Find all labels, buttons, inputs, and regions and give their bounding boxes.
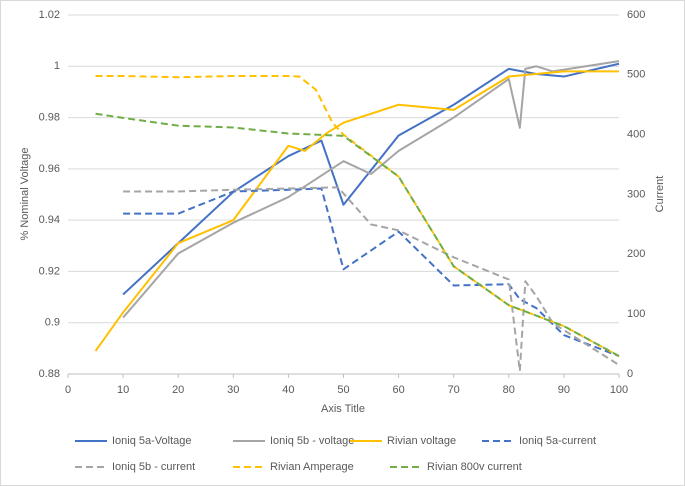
y2-axis-title: Current (654, 176, 666, 213)
legend-label: Rivian voltage (387, 435, 456, 447)
series-line (94, 70, 619, 352)
series-line (123, 186, 620, 373)
x-axis-title: Axis Title (321, 403, 365, 415)
x-tick-label: 10 (117, 384, 129, 396)
y-tick-label: 0.88 (39, 368, 60, 380)
x-tick-label: 40 (282, 384, 294, 396)
y-axis-title: % Nominal Voltage (19, 148, 31, 241)
x-tick-label: 0 (65, 384, 71, 396)
x-tick-label: 20 (172, 384, 184, 396)
y-tick-label: 0.9 (45, 317, 60, 329)
series-line (122, 60, 620, 319)
x-tick-label: 50 (337, 384, 349, 396)
legend-label: Ioniq 5a-Voltage (112, 435, 192, 447)
legend-label: Ioniq 5b - current (112, 461, 195, 473)
y2-tick-label: 200 (627, 248, 645, 260)
y2-tick-label: 600 (627, 9, 645, 21)
series-line (123, 187, 620, 357)
y-tick-label: 1.02 (39, 9, 60, 21)
legend-label: Rivian 800v current (427, 461, 522, 473)
x-tick-label: 30 (227, 384, 239, 396)
y2-tick-label: 100 (627, 308, 645, 320)
x-tick-label: 100 (610, 384, 628, 396)
y-tick-label: 1 (54, 60, 60, 72)
y-tick-label: 0.96 (39, 163, 60, 175)
y2-tick-label: 500 (627, 69, 645, 81)
x-tick-label: 70 (448, 384, 460, 396)
x-tick-label: 80 (503, 384, 515, 396)
y-tick-label: 0.92 (39, 265, 60, 277)
x-tick-label: 60 (392, 384, 404, 396)
y2-tick-label: 0 (627, 368, 633, 380)
legend-label: Ioniq 5b - voltage (270, 435, 354, 447)
x-tick-label: 90 (558, 384, 570, 396)
y-tick-label: 0.94 (39, 214, 60, 226)
legend-label: Rivian Amperage (270, 461, 354, 473)
y-tick-label: 0.98 (39, 111, 60, 123)
y2-tick-label: 300 (627, 188, 645, 200)
series-line (95, 112, 620, 357)
y2-tick-label: 400 (627, 129, 645, 141)
legend-label: Ioniq 5a-current (519, 435, 596, 447)
